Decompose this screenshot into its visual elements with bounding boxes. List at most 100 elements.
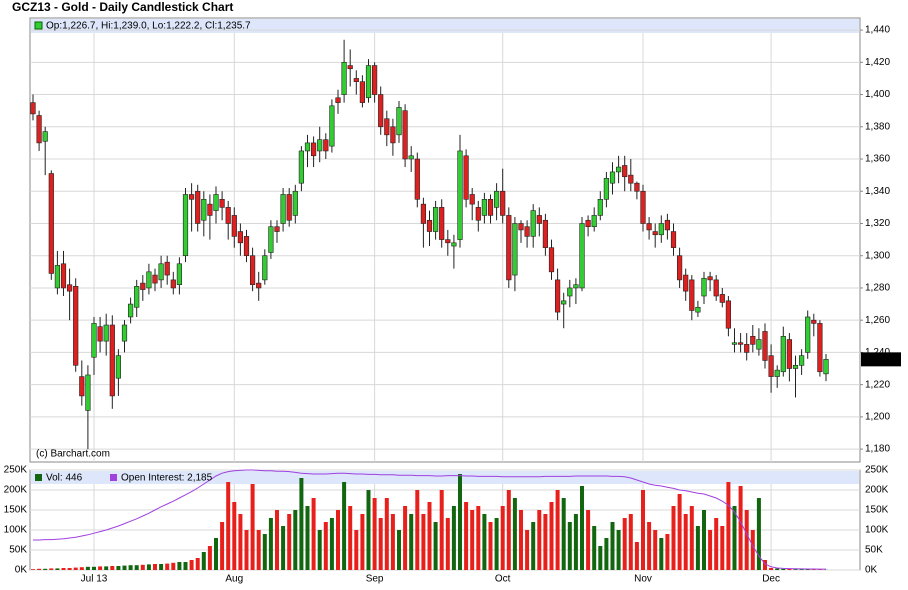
candle-body [152,274,158,284]
volume-bar [494,518,499,570]
candle-body [554,279,561,313]
volume-bar [738,486,743,570]
volume-bar [421,514,426,570]
candle-body [353,78,359,82]
vol-tick-label-left: 50K [9,545,27,556]
volume-bar [439,490,444,570]
volume-bar [366,490,371,570]
candle-body [530,210,536,237]
volume-bar [573,514,578,570]
candle-body [597,199,603,216]
candle-body [744,344,750,353]
candle-body [445,239,451,244]
candle-body [323,139,329,152]
candle-body [146,271,152,289]
candle-body [164,261,170,276]
volume-bar [659,538,664,570]
candle-body [475,207,481,221]
volume-bar [256,530,261,570]
volume-bar [488,522,493,570]
marks [30,39,829,570]
candle-body [317,139,323,152]
volume-bar [519,510,523,570]
x-tick-label: Jul 13 [81,574,108,585]
y-tick-label: 1,300 [865,250,890,261]
candle-body [683,274,689,292]
candle-body [48,173,54,274]
candle-body [707,276,713,281]
candle-body [359,81,366,103]
volume-bar [683,514,688,570]
candle-body [121,324,128,342]
candle-body [823,359,829,375]
volume-bar [238,514,243,570]
candle-body [603,178,609,200]
candle-body [463,155,469,200]
volume-bar [43,568,48,570]
y-tick-label: 1,320 [865,218,890,229]
candle-body [42,131,48,142]
candle-body [518,223,524,231]
y-tick-label: 1,380 [865,121,890,132]
candle-body [396,107,402,136]
candle-body [750,335,756,345]
y-tick-label: 1,420 [865,57,890,68]
candle-body [201,199,207,221]
volume-bar [110,566,115,570]
candle-body [561,300,567,305]
volume-bar [31,569,35,570]
x-tick-label: Nov [634,574,652,585]
candle-body [304,142,311,152]
candle-body [347,65,353,70]
volume-bar [543,514,548,570]
y-tick-label: 1,180 [865,444,890,455]
volume-bar [415,490,420,570]
volume-bar [634,542,639,570]
volume-bar [702,510,706,570]
volume-bar [189,560,194,570]
candle-body [622,165,628,178]
volume-bar [244,530,249,570]
y-tick-label: 1,440 [865,25,890,36]
candle-body [500,190,506,216]
candle-body [719,294,725,303]
volume-bar [61,568,66,570]
candle-body [798,355,805,366]
candle-body [292,190,298,216]
candle-body [341,62,347,95]
candle-body [189,194,195,200]
volume-bar [756,498,761,570]
candle-body [658,223,664,236]
volume-bar [207,546,212,570]
candle-body [170,279,176,289]
candle-body [481,199,488,216]
candle-body [128,303,134,318]
candle-body [457,150,463,240]
volume-bar [653,530,658,570]
volume-bar [604,538,609,570]
candle-body [378,94,384,128]
volume-bar [354,530,359,570]
candle-body [256,282,262,289]
candle-body [737,342,744,345]
volume-bar [549,502,554,570]
candle-body [115,355,121,379]
candle-body [274,226,280,232]
oi-legend-swatch [110,474,117,481]
y-tick-label: 1,260 [865,315,890,326]
volume-bar [555,490,560,570]
vol-legend: Vol: 446 [46,473,83,484]
candle-body [237,231,244,244]
last-price-label: 1,235.7 [864,354,898,365]
volume-bar [122,565,127,570]
candle-body [329,105,335,147]
candle-body [640,190,646,224]
volume-bar [104,566,109,570]
volume-bar [311,498,316,570]
candle-body [432,207,439,232]
candle-body [109,324,115,397]
volume-bar [390,514,395,570]
candle-body [689,279,695,311]
price-legend-band [31,19,859,33]
